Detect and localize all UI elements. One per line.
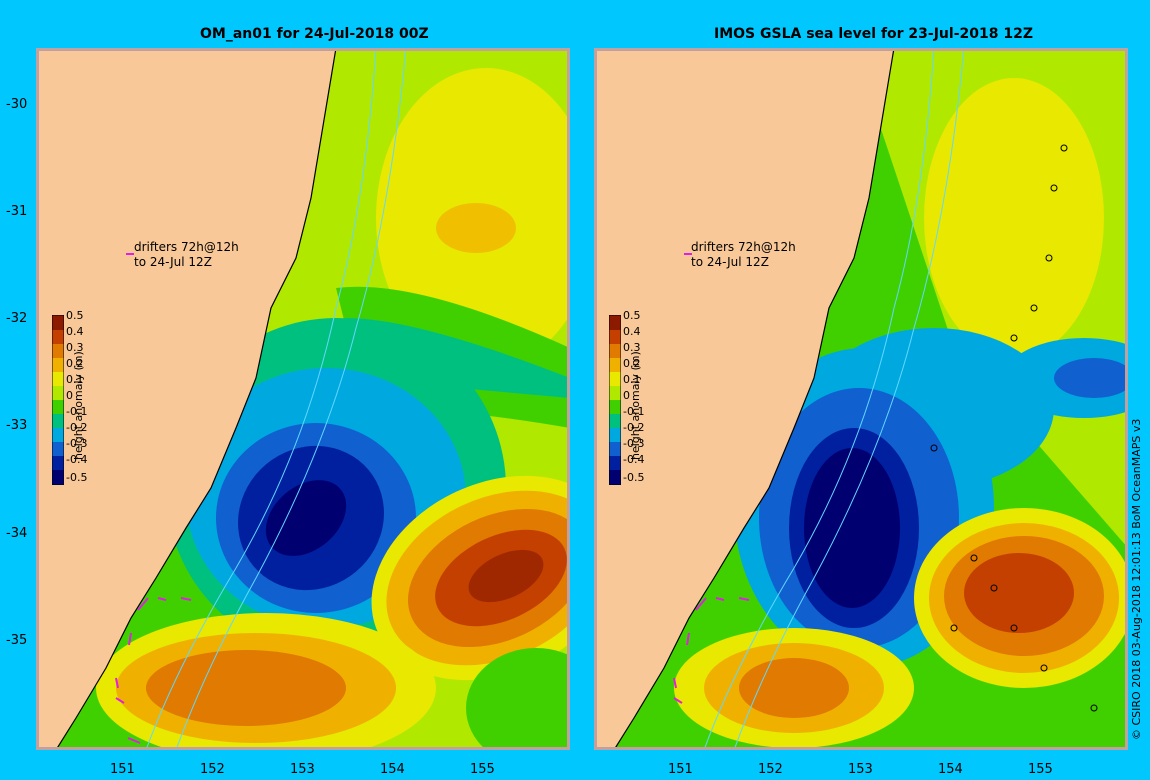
left-colorbar: 0.5 0.4 0.3 0.2 0.1 0 -0.1 -0.2 -0.3 -0.… — [52, 309, 92, 487]
right-observation-markers — [930, 144, 1098, 712]
right-colorbar: 0.5 0.4 0.3 0.2 0.1 0 -0.1 -0.2 -0.3 -0.… — [609, 309, 649, 487]
cb-tick: -0.2 — [66, 421, 88, 434]
lat-tick: -35 — [6, 633, 28, 648]
cb-tick: -0.4 — [66, 453, 88, 466]
cb-tick: -0.3 — [623, 437, 645, 450]
lat-tick: -33 — [6, 418, 28, 433]
right-colorbar-swatches — [609, 315, 621, 485]
cb-tick: -0.5 — [623, 471, 645, 484]
right-land — [594, 48, 894, 750]
cb-tick: 0.4 — [66, 325, 84, 338]
cb-tick: 0 — [66, 389, 73, 402]
cb-tick: -0.2 — [623, 421, 645, 434]
lat-tick: -30 — [6, 97, 28, 112]
lat-tick: -31 — [6, 204, 28, 219]
right-panel-title: IMOS GSLA sea level for 23-Jul-2018 12Z — [714, 26, 1033, 42]
lon-tick: 151 — [110, 762, 135, 777]
left-drifter-note: drifters 72h@12h to 24-Jul 12Z — [134, 240, 239, 270]
cb-tick: 0.1 — [623, 373, 641, 386]
colorbar-title: height anomaly (m) — [72, 351, 85, 460]
cb-tick: -0.4 — [623, 453, 645, 466]
lat-tick: -32 — [6, 311, 28, 326]
left-map-svg — [36, 48, 570, 750]
right-drifter-note: drifters 72h@12h to 24-Jul 12Z — [691, 240, 796, 270]
lon-tick: 155 — [470, 762, 495, 777]
lon-tick: 155 — [1028, 762, 1053, 777]
left-colorbar-swatches — [52, 315, 64, 485]
lon-tick: 154 — [380, 762, 405, 777]
right-map-svg — [594, 48, 1128, 750]
lon-tick: 152 — [200, 762, 225, 777]
cb-tick: 0 — [623, 389, 630, 402]
credit-text: © CSIRO 2018 03-Aug-2018 12:01:13 BoM Oc… — [1130, 418, 1143, 740]
left-drifter-tracks — [115, 597, 192, 744]
left-map — [36, 48, 570, 750]
cb-tick: 0.3 — [623, 341, 641, 354]
lon-tick: 152 — [758, 762, 783, 777]
cb-tick: 0.1 — [66, 373, 84, 386]
cb-tick: 0.2 — [66, 357, 84, 370]
lon-tick: 151 — [668, 762, 693, 777]
drifter-note-line2: to 24-Jul 12Z — [134, 255, 212, 269]
drifter-note-line1: drifters 72h@12h — [134, 240, 239, 254]
cb-tick: -0.1 — [623, 405, 645, 418]
right-drifter-tracks — [673, 597, 750, 704]
cb-tick: 0.5 — [623, 309, 641, 322]
lon-tick: 154 — [938, 762, 963, 777]
lat-tick: -34 — [6, 526, 28, 541]
colorbar-title: height anomaly (m) — [629, 351, 642, 460]
cb-tick: 0.4 — [623, 325, 641, 338]
cb-tick: 0.2 — [623, 357, 641, 370]
cb-tick: 0.5 — [66, 309, 84, 322]
cb-tick: -0.5 — [66, 471, 88, 484]
lon-tick: 153 — [290, 762, 315, 777]
cb-tick: -0.3 — [66, 437, 88, 450]
left-panel-title: OM_an01 for 24-Jul-2018 00Z — [200, 26, 429, 42]
lon-tick: 153 — [848, 762, 873, 777]
drifter-note-line1: drifters 72h@12h — [691, 240, 796, 254]
left-land — [36, 48, 336, 750]
right-map — [594, 48, 1128, 750]
cb-tick: -0.1 — [66, 405, 88, 418]
drifter-note-line2: to 24-Jul 12Z — [691, 255, 769, 269]
cb-tick: 0.3 — [66, 341, 84, 354]
